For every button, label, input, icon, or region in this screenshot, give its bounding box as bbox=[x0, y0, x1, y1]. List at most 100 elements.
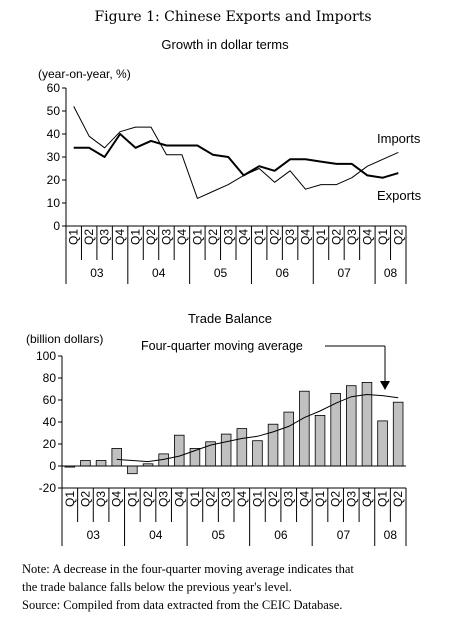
chart2-x-quarter-label: Q1 bbox=[188, 491, 202, 507]
chart2-x-quarter-label: Q1 bbox=[63, 491, 77, 507]
trade-balance-bar bbox=[236, 428, 248, 467]
chart2-x-quarter-label: Q4 bbox=[360, 491, 374, 507]
chart2-y-tick-label: 100 bbox=[36, 349, 56, 363]
chart1-x-quarter-label: Q2 bbox=[82, 229, 96, 245]
trade-balance-bar bbox=[173, 434, 185, 467]
chart2-x-year-label: 03 bbox=[87, 528, 101, 542]
chart1-x-quarter-label: Q1 bbox=[190, 229, 204, 245]
chart2-x-quarter-label: Q1 bbox=[250, 491, 264, 507]
chart1-x-quarter-label: Q3 bbox=[345, 229, 359, 245]
figure-title: Figure 1: Chinese Exports and Imports bbox=[94, 9, 371, 25]
chart2-x-quarter-label: Q3 bbox=[282, 491, 296, 507]
chart2-x-quarter-label: Q2 bbox=[78, 491, 92, 507]
chart1-y-tick-label: 10 bbox=[47, 196, 61, 210]
trade-balance-bar bbox=[111, 447, 123, 467]
chart2-x-quarter-label: Q4 bbox=[297, 491, 311, 507]
source-line: Source: Compiled from data extracted fro… bbox=[22, 598, 343, 612]
imports-line bbox=[73, 106, 399, 199]
chart2-x-axis: Q1 Q2 Q3 Q4 Q1 Q2 Q3 Q4 Q1 Q2 Q3 Q4 Q1 Q2 Q3 Q4 Q1 Q2 Q3 Q4… bbox=[61, 465, 407, 546]
note-line-1: Note: A decrease in the four-quarter mov… bbox=[22, 562, 354, 576]
chart1-x-quarter-label: Q1 bbox=[67, 229, 81, 245]
chart2-y-tick-label: 20 bbox=[43, 437, 57, 451]
moving-average-arrowhead bbox=[380, 381, 390, 390]
chart1-series bbox=[73, 106, 399, 199]
chart2-x-quarter-label: Q2 bbox=[204, 491, 218, 507]
chart2-x-quarter-label: Q3 bbox=[94, 491, 108, 507]
chart2-x-quarter-label: Q3 bbox=[219, 491, 233, 507]
chart1-x-year-label: 04 bbox=[152, 266, 166, 280]
trade-balance-bar bbox=[392, 401, 404, 467]
trade-balance-bar bbox=[127, 465, 138, 475]
chart2-x-quarter-label: Q1 bbox=[125, 491, 139, 507]
moving-average-line bbox=[116, 393, 399, 463]
chart1-x-quarter-label: Q3 bbox=[283, 229, 297, 245]
trade-balance-bar bbox=[377, 420, 388, 467]
chart1-x-quarter-label: Q2 bbox=[329, 229, 343, 245]
chart1-x-quarter-label: Q2 bbox=[391, 229, 405, 245]
chart1-x-year-label: 03 bbox=[90, 266, 104, 280]
chart1-y-tick-label: 0 bbox=[53, 219, 60, 233]
chart1-x-quarter-label: Q1 bbox=[252, 229, 266, 245]
chart2-x-quarter-label: Q4 bbox=[235, 491, 249, 507]
chart1-x-axis: Q1 Q2 Q3 Q4 Q1 Q2 Q3 Q4 Q1 Q2 Q3 Q4 Q1 Q2 Q3 Q4 Q1 Q2 Q3 Q4… bbox=[65, 225, 407, 284]
trade-balance-bar bbox=[299, 390, 310, 467]
chart1-x-quarter-label: Q3 bbox=[159, 229, 173, 245]
trade-balance-bar bbox=[220, 433, 232, 467]
chart1-x-year-label: 05 bbox=[214, 266, 228, 280]
chart2-x-year-label: 05 bbox=[212, 528, 226, 542]
chart1-y-tick-label: 30 bbox=[47, 150, 61, 164]
chart1-y-tick-label: 50 bbox=[47, 104, 61, 118]
chart2-y-tick-label: -20 bbox=[39, 481, 57, 495]
chart2-title: Trade Balance bbox=[188, 311, 272, 326]
chart2-x-quarter-label: Q2 bbox=[329, 491, 343, 507]
chart1-ylabel: (year-on-year, %) bbox=[38, 67, 131, 81]
chart2-x-quarter-label: Q2 bbox=[266, 491, 280, 507]
chart2-x-quarter-label: Q1 bbox=[313, 491, 327, 507]
chart2-x-quarter-label: Q1 bbox=[376, 491, 390, 507]
chart1-y-tick-label: 40 bbox=[47, 127, 61, 141]
chart2-ylabel: (billion dollars) bbox=[26, 332, 103, 346]
trade-balance-bar bbox=[314, 414, 326, 467]
chart1-x-year-label: 08 bbox=[384, 266, 398, 280]
chart2-x-year-label: 04 bbox=[149, 528, 163, 542]
exports-line bbox=[73, 133, 399, 179]
chart1-y-tick-label: 20 bbox=[47, 173, 61, 187]
chart1-y-axis: 0 10 20 30 40 50 60 bbox=[47, 81, 67, 233]
chart2-y-axis: -20 0 20 40 60 80 100 bbox=[36, 349, 63, 495]
chart1-x-quarter-label: Q4 bbox=[360, 229, 374, 245]
chart2-y-tick-label: 0 bbox=[49, 459, 56, 473]
chart2-x-year-label: 07 bbox=[337, 528, 351, 542]
chart1-x-quarter-label: Q1 bbox=[314, 229, 328, 245]
chart1-x-quarter-label: Q2 bbox=[268, 229, 282, 245]
chart1-x-quarter-label: Q2 bbox=[206, 229, 220, 245]
chart1-x-year-label: 06 bbox=[276, 266, 290, 280]
chart1-x-quarter-label: Q4 bbox=[113, 229, 127, 245]
chart1-x-quarter-label: Q3 bbox=[98, 229, 112, 245]
chart2-x-quarter-label: Q2 bbox=[141, 491, 155, 507]
chart1-x-quarter-label: Q4 bbox=[299, 229, 313, 245]
chart1-x-quarter-label: Q1 bbox=[376, 229, 390, 245]
chart1-x-quarter-label: Q4 bbox=[237, 229, 251, 245]
chart1-x-quarter-label: Q1 bbox=[129, 229, 143, 245]
trade-balance-bar bbox=[80, 460, 91, 467]
chart2-y-tick-label: 40 bbox=[43, 415, 57, 429]
chart2-x-year-label: 08 bbox=[384, 528, 398, 542]
trade-balance-bar bbox=[330, 392, 341, 467]
chart2-y-tick-label: 80 bbox=[43, 371, 57, 385]
chart2-x-quarter-label: Q3 bbox=[157, 491, 171, 507]
chart2-moving-average bbox=[116, 393, 399, 463]
trade-balance-bar bbox=[283, 411, 294, 467]
legend-imports-label: Imports bbox=[377, 131, 421, 146]
chart1-x-quarter-label: Q4 bbox=[175, 229, 189, 245]
legend-exports-label: Exports bbox=[377, 188, 422, 203]
chart2-x-quarter-label: Q4 bbox=[110, 491, 124, 507]
trade-balance-bar bbox=[252, 440, 263, 467]
chart1-x-quarter-label: Q3 bbox=[221, 229, 235, 245]
chart1-y-tick-label: 60 bbox=[47, 81, 61, 95]
chart2-x-year-label: 06 bbox=[274, 528, 288, 542]
chart1-x-quarter-label: Q2 bbox=[144, 229, 158, 245]
chart2-x-quarter-label: Q2 bbox=[391, 491, 405, 507]
trade-balance-bar bbox=[95, 460, 107, 467]
chart2-x-quarter-label: Q3 bbox=[344, 491, 358, 507]
